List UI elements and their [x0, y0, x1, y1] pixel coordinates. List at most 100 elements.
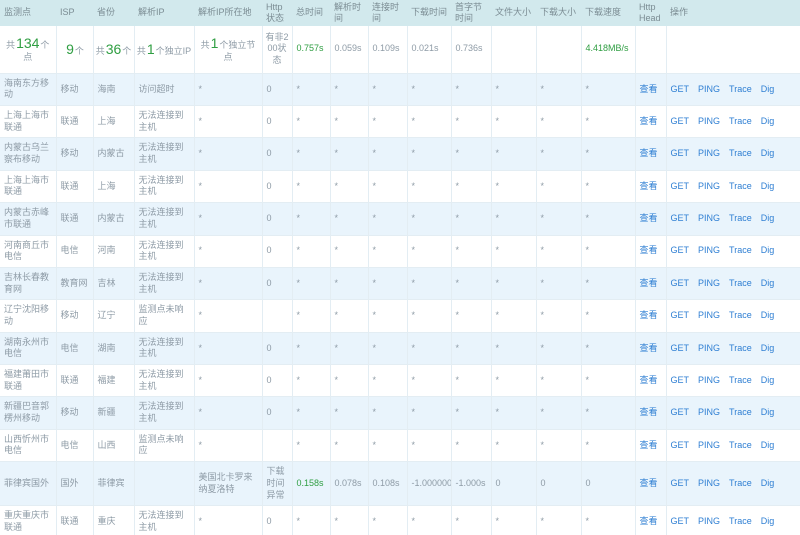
op-trace-link[interactable]: Trace: [729, 115, 752, 126]
op-trace-link[interactable]: Trace: [729, 245, 752, 256]
op-ping-link[interactable]: PING: [698, 516, 721, 527]
cell-dns_time: *: [330, 235, 369, 268]
view-headers-link[interactable]: 查看: [639, 342, 658, 353]
op-trace-link[interactable]: Trace: [729, 148, 752, 159]
op-get-link[interactable]: GET: [670, 83, 690, 94]
cell-province: 河南: [93, 235, 135, 268]
op-dig-link[interactable]: Dig: [760, 83, 775, 94]
op-dig-link[interactable]: Dig: [760, 310, 775, 321]
op-trace-link[interactable]: Trace: [729, 277, 752, 288]
op-ping-link[interactable]: PING: [698, 277, 721, 288]
op-trace-link[interactable]: Trace: [729, 439, 752, 450]
op-get-link[interactable]: GET: [670, 374, 690, 385]
op-get-link[interactable]: GET: [670, 148, 690, 159]
op-get-link[interactable]: GET: [670, 213, 690, 223]
op-trace-link[interactable]: Trace: [729, 213, 752, 223]
view-headers-link[interactable]: 查看: [639, 310, 658, 321]
op-dig-link[interactable]: Dig: [760, 213, 775, 223]
op-get-link[interactable]: GET: [670, 180, 690, 191]
cell-dl_size: *: [536, 332, 582, 366]
cell-file_size: *: [491, 332, 537, 366]
op-get-link[interactable]: GET: [670, 342, 690, 353]
op-dig-link[interactable]: Dig: [760, 516, 775, 527]
column-header-http_head: Http Head: [635, 0, 666, 26]
view-headers-link[interactable]: 查看: [639, 83, 658, 94]
summary-part: 1: [146, 41, 155, 58]
summary-ops: [666, 25, 800, 74]
op-dig-link[interactable]: Dig: [760, 439, 775, 450]
cell-dl_size: *: [536, 73, 582, 107]
op-get-link[interactable]: GET: [670, 439, 690, 450]
view-headers-link[interactable]: 查看: [639, 277, 658, 288]
op-get-link[interactable]: GET: [670, 407, 690, 418]
op-get-link[interactable]: GET: [670, 277, 690, 288]
op-get-link[interactable]: GET: [670, 310, 690, 321]
cell-dl_speed: *: [581, 202, 636, 236]
op-trace-link[interactable]: Trace: [729, 83, 752, 94]
view-headers-link[interactable]: 查看: [639, 148, 658, 159]
cell-conn_time: *: [368, 429, 408, 463]
op-trace-link[interactable]: Trace: [729, 374, 752, 385]
op-ping-link[interactable]: PING: [698, 180, 721, 191]
cell-file_size: 0: [491, 461, 537, 507]
cell-conn_time: *: [368, 73, 408, 107]
summary-isp: 9个: [56, 25, 94, 74]
op-ping-link[interactable]: PING: [698, 342, 721, 353]
cell-total_time: *: [292, 299, 331, 333]
op-ping-link[interactable]: PING: [698, 310, 721, 321]
op-ping-link[interactable]: PING: [698, 374, 721, 385]
view-headers-link[interactable]: 查看: [639, 516, 658, 527]
op-trace-link[interactable]: Trace: [729, 180, 752, 191]
cell-http_head: 查看: [635, 505, 667, 535]
op-trace-link[interactable]: Trace: [729, 342, 752, 353]
cell-firstbyte_time: *: [451, 267, 492, 301]
cell-dl_size: *: [536, 364, 582, 398]
op-get-link[interactable]: GET: [670, 477, 690, 488]
cell-province: 山西: [93, 429, 135, 463]
summary-part: 36: [105, 41, 122, 58]
op-dig-link[interactable]: Dig: [760, 115, 775, 126]
op-dig-link[interactable]: Dig: [760, 245, 775, 256]
view-headers-link[interactable]: 查看: [639, 213, 658, 223]
op-ping-link[interactable]: PING: [698, 477, 721, 488]
cell-isp: 联通: [56, 505, 94, 535]
view-headers-link[interactable]: 查看: [639, 407, 658, 418]
op-get-link[interactable]: GET: [670, 516, 690, 527]
cell-conn_time: *: [368, 396, 408, 430]
op-dig-link[interactable]: Dig: [760, 477, 775, 488]
cell-resolve_ip: [134, 461, 195, 507]
op-dig-link[interactable]: Dig: [760, 180, 775, 191]
view-headers-link[interactable]: 查看: [639, 374, 658, 385]
op-trace-link[interactable]: Trace: [729, 516, 752, 527]
op-trace-link[interactable]: Trace: [729, 310, 752, 321]
op-dig-link[interactable]: Dig: [760, 407, 775, 418]
cell-ip_location: *: [194, 429, 263, 463]
op-ping-link[interactable]: PING: [698, 83, 721, 94]
view-headers-link[interactable]: 查看: [639, 477, 658, 488]
op-get-link[interactable]: GET: [670, 245, 690, 256]
op-ping-link[interactable]: PING: [698, 245, 721, 256]
cell-conn_time: 0.108s: [368, 461, 408, 507]
op-ping-link[interactable]: PING: [698, 148, 721, 159]
cell-http_status: 0: [262, 235, 293, 268]
op-get-link[interactable]: GET: [670, 115, 690, 126]
view-headers-link[interactable]: 查看: [639, 245, 658, 256]
summary-part: 共: [6, 40, 16, 51]
op-dig-link[interactable]: Dig: [760, 148, 775, 159]
cell-name: 辽宁沈阳移动: [0, 299, 57, 333]
op-ping-link[interactable]: PING: [698, 115, 721, 126]
op-ping-link[interactable]: PING: [698, 407, 721, 418]
op-trace-link[interactable]: Trace: [729, 407, 752, 418]
op-trace-link[interactable]: Trace: [729, 477, 752, 488]
op-dig-link[interactable]: Dig: [760, 277, 775, 288]
op-dig-link[interactable]: Dig: [760, 374, 775, 385]
view-headers-link[interactable]: 查看: [639, 180, 658, 191]
view-headers-link[interactable]: 查看: [639, 115, 658, 126]
summary-total_time: 0.757s: [292, 25, 331, 74]
op-ping-link[interactable]: PING: [698, 439, 721, 450]
op-dig-link[interactable]: Dig: [760, 342, 775, 353]
view-headers-link[interactable]: 查看: [639, 439, 658, 450]
cell-ops: GET PING Trace Dig: [666, 332, 800, 366]
op-ping-link[interactable]: PING: [698, 213, 721, 223]
cell-resolve_ip: 无法连接到主机: [134, 137, 195, 171]
